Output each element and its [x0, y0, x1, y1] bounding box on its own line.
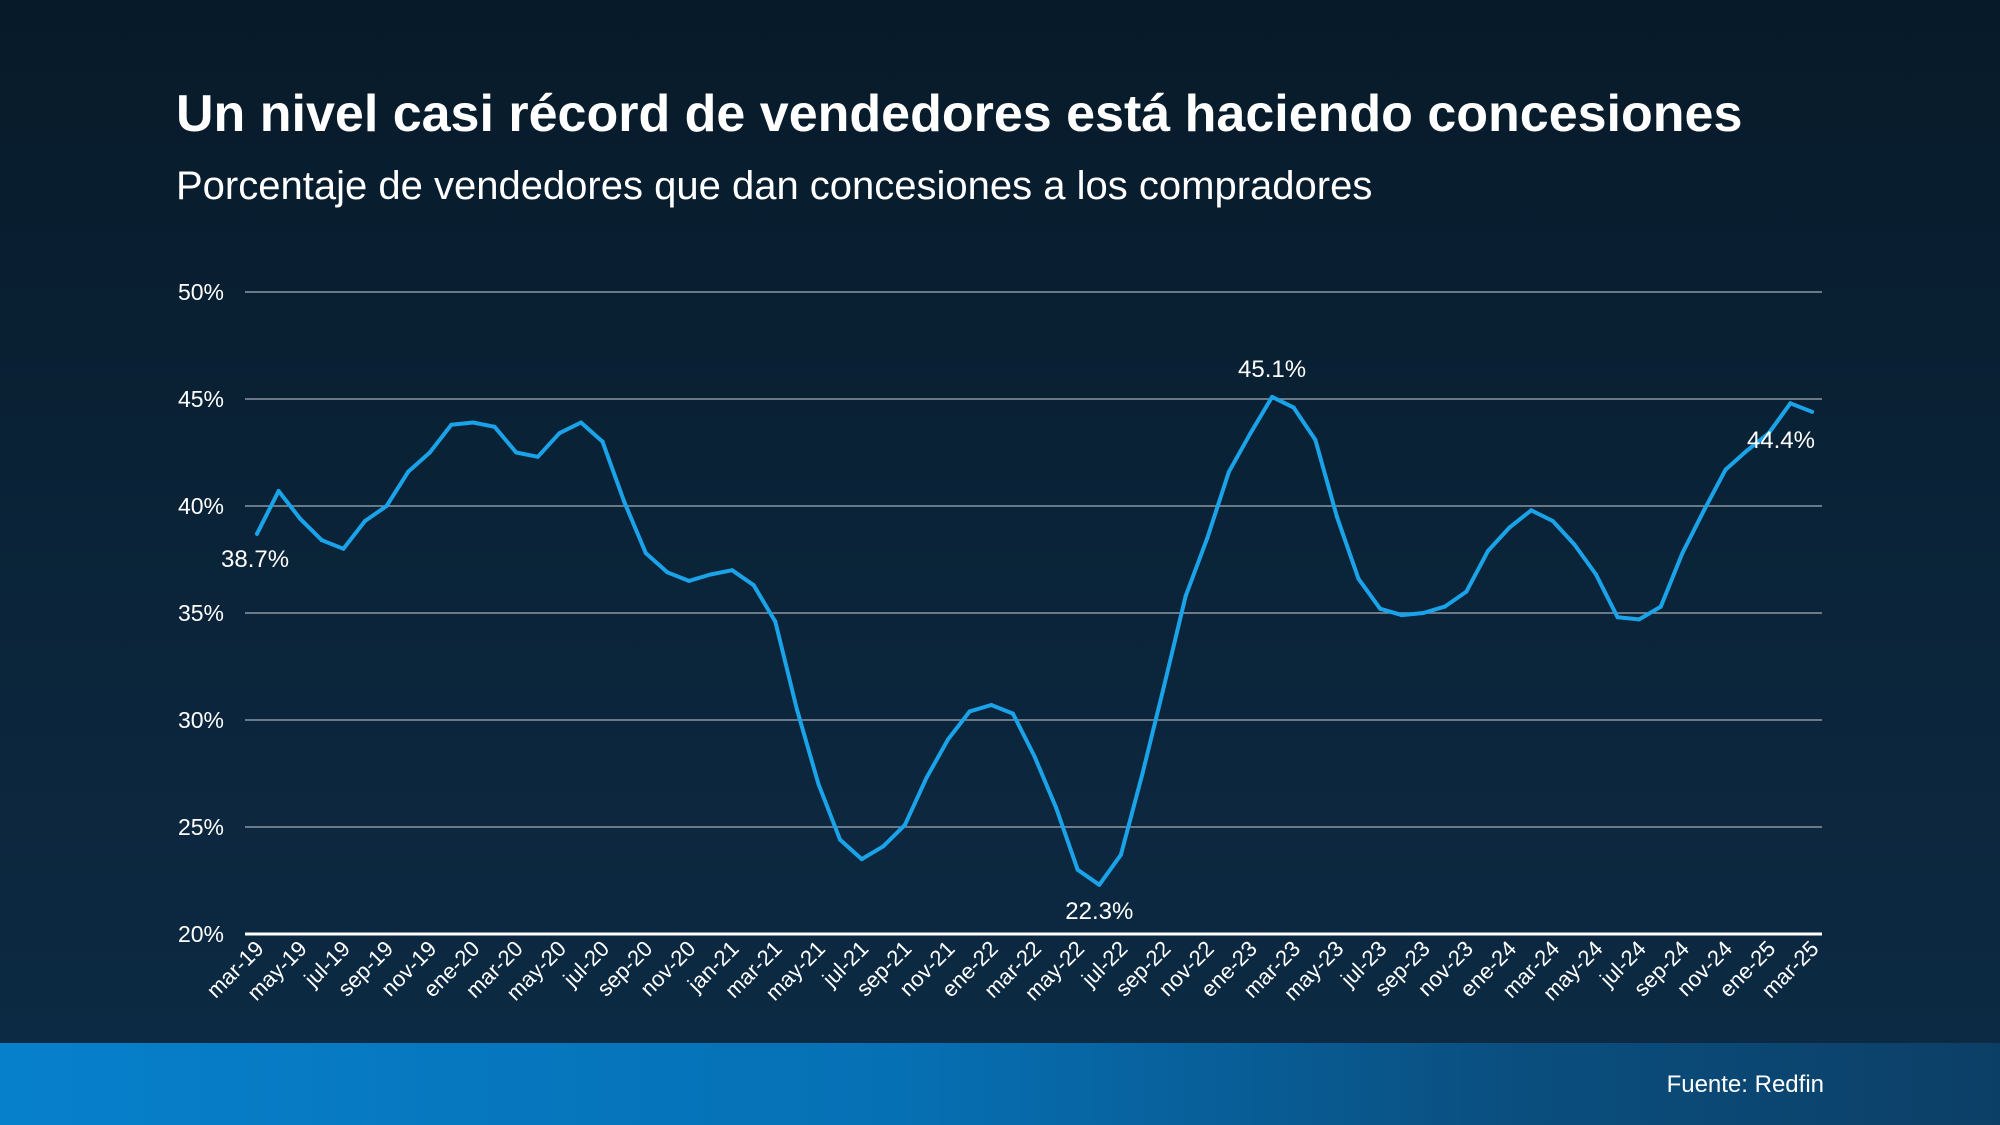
- data-point: [1226, 469, 1231, 474]
- y-axis-ticks: 20% 25% 30% 35% 40% 45% 50%: [178, 279, 224, 947]
- data-point: [1658, 604, 1663, 609]
- x-axis-ticks: mar-19may-19jul-19sep-19nov-19ene-20mar-…: [202, 936, 1824, 1006]
- data-point: [1270, 394, 1275, 399]
- data-point: [427, 450, 432, 455]
- y-tick-label: 45%: [178, 386, 224, 412]
- data-point: [1507, 525, 1512, 530]
- data-point: [881, 844, 886, 849]
- data-point: [859, 857, 864, 862]
- data-point: [924, 775, 929, 780]
- data-point: [341, 546, 346, 551]
- gridlines: [245, 291, 1822, 936]
- data-point: [1442, 604, 1447, 609]
- data-point: [1032, 754, 1037, 759]
- data-point: [989, 703, 994, 707]
- y-tick-label: 50%: [178, 279, 224, 305]
- data-point: [730, 568, 735, 573]
- data-point: [1723, 467, 1728, 472]
- data-point: [319, 538, 324, 543]
- data-point: [276, 489, 281, 493]
- data-point: [1183, 593, 1188, 598]
- data-point: [967, 709, 972, 714]
- data-point: [773, 619, 778, 624]
- data-point: [1010, 711, 1015, 716]
- data-point: [1313, 437, 1318, 442]
- data-point: [751, 583, 756, 588]
- data-label: 45.1%: [1238, 356, 1306, 383]
- data-point: [1550, 519, 1555, 523]
- data-point: [1594, 572, 1598, 577]
- data-point: [1140, 771, 1145, 776]
- data-point: [794, 707, 799, 712]
- data-point: [1464, 589, 1469, 594]
- data-point: [600, 439, 605, 444]
- data-point: [1248, 431, 1253, 436]
- data-point: [1421, 611, 1426, 615]
- data-point: [1486, 548, 1490, 553]
- series-line: [255, 394, 1814, 887]
- line-chart: 20% 25% 30% 35% 40% 45% 50% mar-19may-19jul-19…: [178, 279, 1824, 1006]
- data-point: [838, 837, 843, 842]
- data-point: [1572, 542, 1577, 547]
- data-point: [471, 420, 475, 425]
- data-point: [1054, 805, 1059, 810]
- data-point: [946, 737, 951, 742]
- data-point: [1637, 617, 1642, 622]
- data-point: [1680, 551, 1685, 556]
- data-point: [1118, 852, 1123, 857]
- data-point: [579, 420, 583, 425]
- y-tick-label: 25%: [178, 814, 224, 840]
- data-point: [255, 531, 259, 536]
- data-point: [492, 424, 497, 429]
- data-point: [449, 422, 454, 427]
- data-label: 44.4%: [1747, 427, 1815, 454]
- data-point: [816, 782, 821, 787]
- data-point: [708, 572, 713, 577]
- data-point: [643, 551, 648, 556]
- y-tick-label: 20%: [178, 921, 224, 947]
- data-point: [1615, 615, 1620, 620]
- data-point: [1378, 606, 1383, 611]
- series-layer: [255, 394, 1814, 887]
- data-point: [363, 519, 367, 523]
- data-point: [1529, 508, 1534, 513]
- data-point: [557, 431, 562, 436]
- annotations: 38.7% 45.1% 22.3% 44.4%: [221, 356, 1815, 925]
- source-label: Fuente: Redfin: [1666, 1071, 1824, 1098]
- data-point: [1097, 882, 1102, 887]
- data-point: [1745, 448, 1750, 453]
- data-point: [1810, 409, 1814, 414]
- data-point: [535, 454, 540, 459]
- data-point: [1075, 867, 1080, 872]
- data-point: [1162, 683, 1167, 688]
- data-point: [1205, 536, 1210, 541]
- y-tick-label: 35%: [178, 600, 224, 626]
- footer-bar: Fuente: Redfin: [0, 1043, 2000, 1125]
- data-point: [1356, 576, 1361, 581]
- data-point: [686, 578, 691, 583]
- data-point: [665, 570, 670, 575]
- data-point: [902, 822, 907, 827]
- data-point: [622, 499, 627, 504]
- data-point: [1291, 405, 1296, 410]
- data-label: 22.3%: [1065, 898, 1133, 925]
- data-point: [1399, 613, 1404, 618]
- y-tick-label: 30%: [178, 707, 224, 733]
- data-label: 38.7%: [221, 546, 289, 573]
- data-point: [1334, 514, 1339, 519]
- data-point: [514, 450, 519, 455]
- data-point: [406, 469, 411, 474]
- chart-subtitle: Porcentaje de vendedores que dan concesi…: [176, 164, 1373, 208]
- data-point: [1766, 431, 1771, 436]
- data-point: [384, 504, 389, 508]
- data-point: [298, 516, 303, 521]
- data-point: [1788, 401, 1793, 406]
- data-point: [1702, 508, 1706, 513]
- chart-title: Un nivel casi récord de vendedores está …: [176, 85, 1743, 143]
- y-tick-label: 40%: [178, 493, 224, 519]
